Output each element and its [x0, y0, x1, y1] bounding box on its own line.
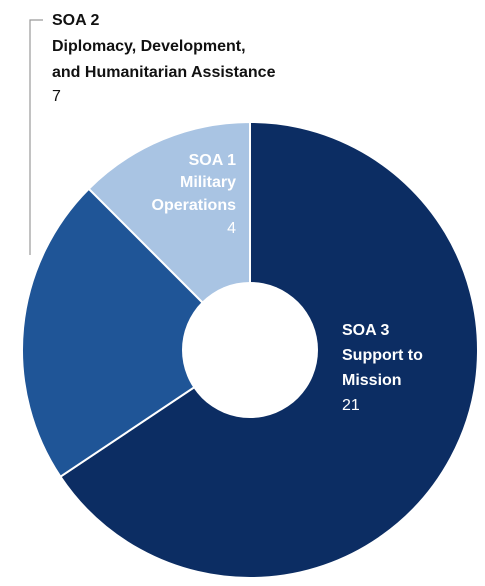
- soa1-code-label: SOA 1: [189, 152, 237, 169]
- soa2-leader-line: [29, 19, 43, 255]
- soa3-name-line1: Support to: [342, 347, 423, 364]
- soa1-name-line2: Operations: [152, 197, 237, 214]
- soa1-slice: [87, 120, 251, 353]
- soa2-code-label: SOA 2: [52, 12, 100, 29]
- donut-hole: [182, 282, 318, 418]
- soa2-slice: [21, 187, 252, 479]
- soa2-value-label: 7: [52, 88, 61, 105]
- soa3-code-label: SOA 3: [342, 322, 390, 339]
- soa2-name-line2: and Humanitarian Assistance: [52, 64, 276, 81]
- soa3-value-label: 21: [342, 397, 360, 414]
- soa1-value-label: 4: [227, 220, 236, 237]
- soa2-name-line1: Diplomacy, Development,: [52, 38, 246, 55]
- soa3-name-line2: Mission: [342, 372, 402, 389]
- soa1-name-line1: Military: [180, 174, 236, 191]
